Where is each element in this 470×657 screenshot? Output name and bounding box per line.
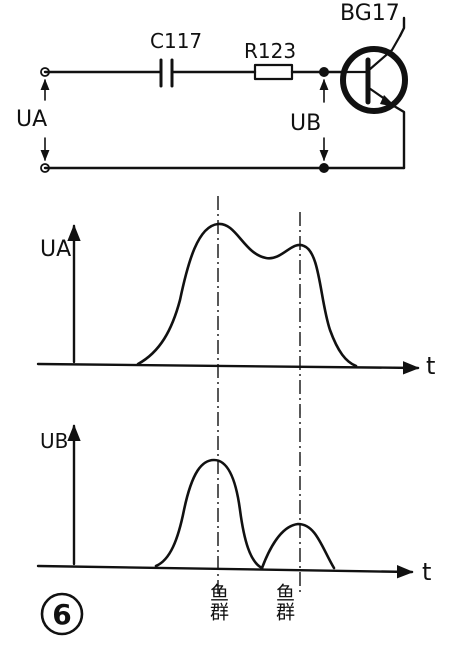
junction-node-top: [319, 67, 329, 77]
capacitor-label: C117: [150, 29, 202, 53]
figure-number-text: 6: [52, 598, 71, 631]
ub-waveform-plot: UB t: [36, 424, 431, 586]
ua-waveform: [136, 222, 358, 368]
marker-label-1: 鱼群: [207, 583, 229, 621]
figure-number-circle: [40, 592, 84, 636]
resistor: [253, 63, 294, 81]
input-terminal-top: [40, 67, 50, 77]
input-voltage-label: UA: [16, 107, 47, 132]
input-terminal-bottom: [40, 163, 50, 173]
transistor-symbol: [340, 46, 408, 114]
circuit-diagram: C117 R123 BG17 UA UB: [16, 1, 408, 173]
output-voltage-label: UB: [290, 111, 321, 136]
collector-wire: [398, 16, 406, 38]
ub-waveform-first-pulse: [154, 458, 264, 570]
ua-time-axis: [36, 361, 420, 375]
ua-axis-label: UA: [40, 237, 71, 262]
resistor-label: R123: [244, 39, 296, 63]
ub-waveform-second-pulse: [260, 522, 336, 570]
emitter-arrow-icon: [380, 95, 396, 107]
transistor-label: BG17: [340, 1, 400, 26]
ub-axis-label: UB: [40, 429, 68, 453]
junction-node-bottom: [319, 163, 329, 173]
emitter-wire: [392, 104, 406, 170]
marker-label-2: 鱼群: [273, 583, 295, 621]
ua-waveform-plot: UA t: [36, 222, 435, 380]
transistor-collector: [367, 34, 402, 72]
figure-number-badge: 6: [40, 592, 84, 636]
ub-time-axis: [36, 564, 414, 579]
ub-time-label: t: [422, 558, 431, 586]
ua-time-label: t: [426, 352, 435, 380]
